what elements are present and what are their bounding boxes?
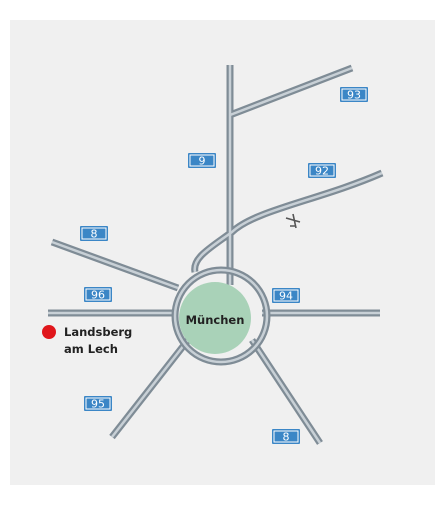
shields: 93 9 92 8 96 94 95 8 <box>80 87 368 444</box>
center-label: München <box>186 313 245 327</box>
city-center <box>179 282 251 354</box>
shield <box>80 226 108 241</box>
shield-label: 94 <box>279 290 293 303</box>
shield-label: 8 <box>283 431 290 444</box>
shield-label: 92 <box>315 165 329 178</box>
shield-label: 8 <box>91 228 98 241</box>
shield <box>188 153 216 168</box>
shield-border <box>273 430 299 443</box>
shield-label: 9 <box>199 155 206 168</box>
shield-border <box>341 88 367 101</box>
city-label: Landsberg <box>64 325 132 339</box>
shield <box>340 87 368 102</box>
shield-label: 93 <box>347 89 361 102</box>
shield-border <box>273 289 299 302</box>
city-label: am Lech <box>64 342 118 356</box>
roads <box>48 64 384 445</box>
shield <box>84 287 112 302</box>
shield-border <box>85 397 111 410</box>
road-center <box>48 65 383 444</box>
shield <box>272 429 300 444</box>
shield-label: 95 <box>91 398 105 411</box>
ring-road-center <box>173 268 269 364</box>
shield-label: 96 <box>91 289 105 302</box>
shield-border <box>309 164 335 177</box>
shield-border <box>81 227 107 240</box>
shield-border <box>85 288 111 301</box>
shield <box>272 288 300 303</box>
shield <box>84 396 112 411</box>
shield <box>308 163 336 178</box>
city-dot <box>42 325 56 339</box>
shield-border <box>189 154 215 167</box>
airport-icon <box>285 213 301 229</box>
